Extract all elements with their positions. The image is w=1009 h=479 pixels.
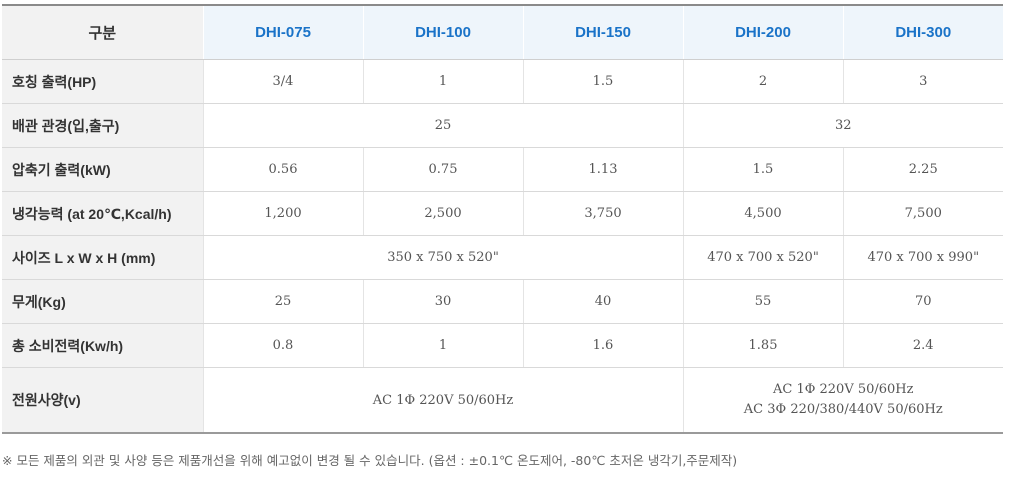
table-cell: 3: [842, 59, 1003, 104]
row-label: 무게(Kg): [2, 279, 203, 324]
table-cell: AC 1Φ 220V 50/60Hz AC 3Φ 220/380/440V 50…: [682, 367, 1003, 434]
table-row: 압축기 출력(kW) 0.56 0.75 1.13 1.5 2.25: [2, 147, 1003, 192]
row-label: 호칭 출력(HP): [2, 59, 203, 104]
table-cell: 1,200: [202, 191, 363, 236]
table-cell: 3/4: [202, 59, 363, 104]
table-cell: 32: [682, 103, 1003, 148]
table-cell: 0.56: [202, 147, 363, 192]
table-cell: 55: [682, 279, 843, 324]
table-cell: 1.6: [522, 323, 683, 368]
table-row: 배관 관경(입,출구) 25 32: [2, 103, 1003, 148]
table-row: 호칭 출력(HP) 3/4 1 1.5 2 3: [2, 59, 1003, 104]
table-cell: 1.13: [522, 147, 683, 192]
row-label: 냉각능력 (at 20℃,Kcal/h): [2, 191, 203, 236]
supply-line-three-phase: AC 3Φ 220/380/440V 50/60Hz: [743, 402, 943, 417]
table-row: 무게(Kg) 25 30 40 55 70: [2, 279, 1003, 324]
table-cell: 2.25: [842, 147, 1003, 192]
table-cell: 1.5: [522, 59, 683, 104]
table-row: 사이즈 L x W x H (mm) 350 x 750 x 520" 470 …: [2, 235, 1003, 280]
row-label: 사이즈 L x W x H (mm): [2, 235, 203, 280]
table-cell: 2: [682, 59, 843, 104]
table-cell: 1.85: [682, 323, 843, 368]
table-cell: AC 1Φ 220V 50/60Hz: [202, 367, 683, 434]
model-header: DHI-200: [682, 4, 843, 60]
table-cell: 30: [362, 279, 523, 324]
table-cell: 1: [362, 59, 523, 104]
model-header: DHI-100: [362, 4, 523, 60]
table-row: 냉각능력 (at 20℃,Kcal/h) 1,200 2,500 3,750 4…: [2, 191, 1003, 236]
table-cell: 25: [202, 103, 683, 148]
footnote: ※ 모든 제품의 외관 및 사양 등은 제품개선을 위해 예고없이 변경 될 수…: [2, 453, 738, 468]
table-cell: 2.4: [842, 323, 1003, 368]
table-cell: 470 x 700 x 990": [842, 235, 1003, 280]
corner-header: 구분: [2, 4, 203, 60]
row-label: 전원사양(v): [2, 367, 203, 434]
table-cell: 0.8: [202, 323, 363, 368]
row-label: 총 소비전력(Kw/h): [2, 323, 203, 368]
header-row: 구분 DHI-075 DHI-100 DHI-150 DHI-200 DHI-3…: [2, 4, 1003, 60]
model-header: DHI-150: [522, 4, 683, 60]
spec-table: 구분 DHI-075 DHI-100 DHI-150 DHI-200 DHI-3…: [2, 4, 1003, 434]
table-cell: 7,500: [842, 191, 1003, 236]
table-cell: 40: [522, 279, 683, 324]
table-row: 전원사양(v) AC 1Φ 220V 50/60Hz AC 1Φ 220V 50…: [2, 367, 1003, 434]
row-label: 배관 관경(입,출구): [2, 103, 203, 148]
supply-line-single-phase: AC 1Φ 220V 50/60Hz: [772, 382, 914, 397]
table-cell: 470 x 700 x 520": [682, 235, 843, 280]
table-cell: 25: [202, 279, 363, 324]
table-cell: 1.5: [682, 147, 843, 192]
table-cell: 0.75: [362, 147, 523, 192]
model-header: DHI-075: [202, 4, 363, 60]
row-label: 압축기 출력(kW): [2, 147, 203, 192]
table-cell: 350 x 750 x 520": [202, 235, 683, 280]
table-cell: 3,750: [522, 191, 683, 236]
model-header: DHI-300: [842, 4, 1003, 60]
table-row: 총 소비전력(Kw/h) 0.8 1 1.6 1.85 2.4: [2, 323, 1003, 368]
table-cell: 4,500: [682, 191, 843, 236]
table-cell: 1: [362, 323, 523, 368]
table-cell: 70: [842, 279, 1003, 324]
table-cell: 2,500: [362, 191, 523, 236]
